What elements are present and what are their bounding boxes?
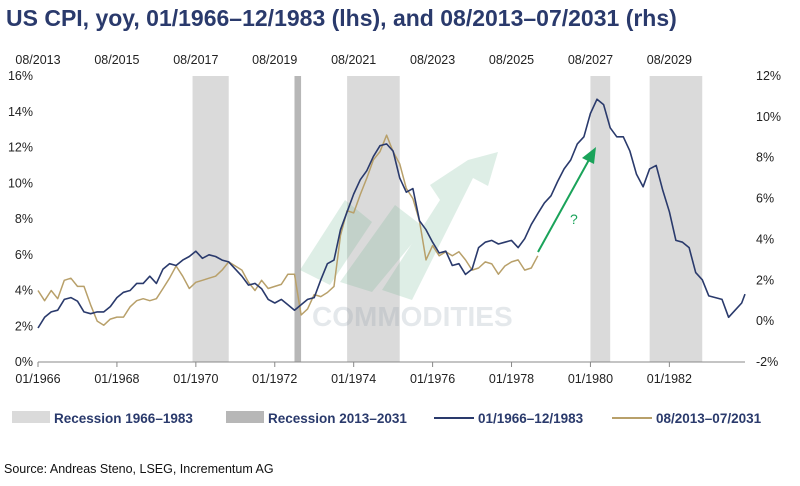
right-tick-label: 2% [756,273,774,287]
top-axis: 08/2013 08/2015 08/2017 08/2019 08/2021 08/20… [15,53,692,67]
series-lines [37,98,746,329]
top-tick-label: 08/2013 [15,53,60,67]
recession-bands [192,76,703,362]
source-note: Source: Andreas Steno, LSEG, Incrementum… [4,462,274,476]
top-tick-label: 08/2029 [647,53,692,67]
bottom-tick-label: 01/1976 [410,372,455,386]
legend: Recession 1966–1983 Recession 2013–2031 01… [12,411,762,426]
recession-band-1966-3 [649,76,703,362]
bottom-tick-label: 01/1980 [568,372,613,386]
bottom-tick-label: 01/1970 [173,372,218,386]
watermark-text: COMMODITIES [312,301,513,332]
chart-title: US CPI, yoy, 01/1966–12/1983 (lhs), and … [6,5,677,31]
top-tick-label: 08/2019 [252,53,297,67]
legend-label-2: 01/1966–12/1983 [478,411,584,426]
legend-swatch-1 [226,411,264,423]
right-tick-label: 8% [756,151,774,165]
recession-band-1966-1 [347,76,400,362]
right-tick-label: 0% [756,314,774,328]
question-mark-annotation: ? [570,211,578,227]
left-tick-label: 10% [8,176,33,190]
right-tick-label: 4% [756,232,774,246]
bottom-tick-label: 01/1968 [94,372,139,386]
top-tick-label: 08/2027 [568,53,613,67]
right-tick-label: 6% [756,192,774,206]
top-tick-label: 08/2017 [173,53,218,67]
right-tick-label: 10% [756,110,781,124]
forecast-arrow: ? [537,147,596,253]
left-tick-label: 12% [8,141,33,155]
bottom-axis: 01/1966 01/1968 01/1970 01/1972 01/1974 01/19… [15,362,692,386]
legend-label-3: 08/2013–07/2031 [656,411,762,426]
right-axis: -2% 0% 2% 4% 6% 8% 10% 12% [756,69,781,369]
legend-label-1: Recession 2013–2031 [268,411,407,426]
top-tick-label: 08/2023 [410,53,455,67]
bottom-tick-label: 01/1974 [331,372,376,386]
left-tick-label: 8% [15,212,33,226]
bottom-tick-label: 01/1966 [15,372,60,386]
recession-band-1966-0 [192,76,229,362]
bottom-tick-label: 01/1978 [489,372,534,386]
left-tick-label: 4% [15,284,33,298]
series-line-1966-1983 [37,98,746,329]
left-axis: 0% 2% 4% 6% 8% 10% 12% 14% 16% [8,69,33,369]
left-tick-label: 2% [15,319,33,333]
legend-swatch-0 [12,411,50,423]
right-tick-label: -2% [756,355,778,369]
right-tick-label: 12% [756,69,781,83]
left-tick-label: 6% [15,248,33,262]
watermark-logo: COMMODITIES [300,152,513,332]
left-tick-label: 14% [8,105,33,119]
recession-band-2013-0 [294,76,302,362]
top-tick-label: 08/2025 [489,53,534,67]
left-tick-label: 16% [8,69,33,83]
series-line-2013-2031 [37,134,539,326]
top-tick-label: 08/2021 [331,53,376,67]
legend-label-0: Recession 1966–1983 [54,411,193,426]
top-tick-label: 08/2015 [94,53,139,67]
bottom-tick-label: 01/1982 [647,372,692,386]
left-tick-label: 0% [15,355,33,369]
bottom-tick-label: 01/1972 [252,372,297,386]
